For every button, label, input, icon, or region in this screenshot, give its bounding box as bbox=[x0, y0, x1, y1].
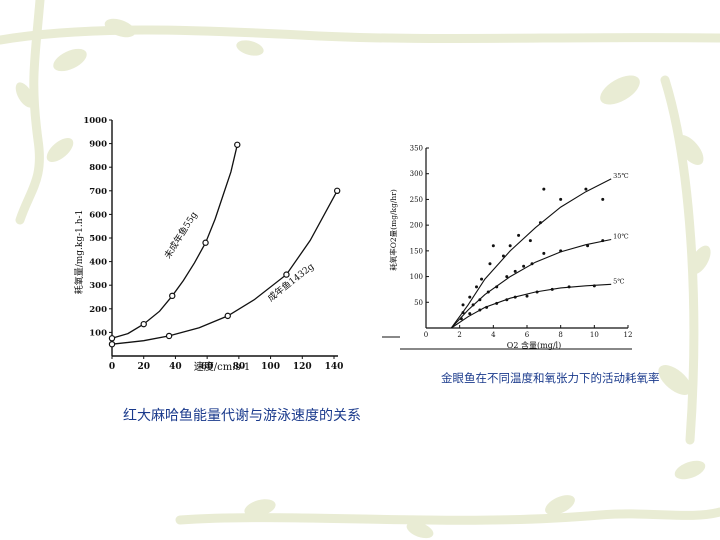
data-point bbox=[224, 312, 231, 320]
y-tick-label: 700 bbox=[89, 187, 107, 197]
series-label: 10℃ bbox=[613, 233, 629, 241]
data-point bbox=[495, 285, 499, 289]
series-label: 5℃ bbox=[613, 277, 624, 285]
data-point bbox=[538, 221, 542, 225]
y-tick-label: 600 bbox=[89, 210, 107, 220]
x-tick-label: 2 bbox=[457, 331, 461, 339]
data-point bbox=[601, 197, 605, 201]
data-point bbox=[559, 197, 563, 201]
data-point bbox=[525, 294, 529, 298]
series-label: 成年鱼1432g bbox=[265, 260, 316, 304]
data-point bbox=[478, 298, 482, 302]
data-point bbox=[108, 340, 116, 348]
data-point bbox=[513, 295, 517, 299]
y-tick-label: 350 bbox=[410, 145, 423, 153]
data-point bbox=[542, 187, 546, 191]
data-point bbox=[333, 187, 341, 195]
series-line bbox=[450, 238, 612, 329]
data-point bbox=[530, 262, 534, 266]
y-tick-label: 400 bbox=[89, 258, 107, 268]
data-point bbox=[475, 285, 478, 289]
x-tick-label: 10 bbox=[590, 331, 599, 339]
data-point bbox=[486, 290, 490, 294]
y-axis-label: 耗氧率O2量(mg/kg/hr) bbox=[388, 189, 398, 271]
y-axis-label: 耗氧量/mg.kg-1.h-1 bbox=[73, 210, 85, 295]
series-label: 未成年鱼55g bbox=[161, 209, 200, 261]
data-point bbox=[461, 311, 465, 315]
x-tick-label: 0 bbox=[424, 331, 428, 339]
chart-left: 耗氧量/mg.kg-1.h-1 速度/cm.s-1 0 20 40 60 80 100 12… bbox=[73, 116, 344, 373]
x-tick-label: 80 bbox=[233, 362, 246, 372]
x-axis-label: 速度/cm.s-1 bbox=[194, 360, 251, 373]
data-point bbox=[535, 290, 539, 294]
x-tick-label: 20 bbox=[137, 362, 150, 372]
data-point bbox=[513, 269, 517, 273]
x-tick-label: 12 bbox=[624, 331, 633, 339]
y-tick-label: 300 bbox=[410, 170, 423, 178]
data-point bbox=[495, 301, 499, 305]
data-point bbox=[140, 320, 147, 328]
data-point bbox=[542, 251, 546, 255]
y-tick-label: 200 bbox=[89, 305, 107, 315]
data-point bbox=[505, 298, 509, 302]
x-tick-label: 0 bbox=[109, 362, 115, 372]
caption-left: 红大麻哈鱼能量代谢与游泳速度的关系 bbox=[123, 408, 361, 424]
data-point bbox=[586, 244, 590, 248]
data-point bbox=[592, 284, 596, 288]
data-point bbox=[459, 317, 463, 321]
data-point bbox=[528, 239, 532, 243]
x-tick-label: 4 bbox=[491, 331, 496, 339]
y-tick-label: 250 bbox=[410, 196, 423, 204]
x-tick-label: 120 bbox=[293, 362, 312, 372]
x-axis-label: O2 含量(mg/l) bbox=[507, 340, 561, 350]
x-tick-label: 8 bbox=[558, 331, 562, 339]
y-tick-label: 50 bbox=[414, 299, 423, 307]
y-tick-label: 150 bbox=[410, 247, 423, 255]
data-point bbox=[461, 303, 465, 307]
y-tick-label: 500 bbox=[89, 234, 107, 244]
data-point bbox=[501, 254, 505, 258]
series-line bbox=[450, 283, 612, 329]
data-point bbox=[202, 239, 209, 246]
data-point bbox=[234, 141, 241, 148]
x-tick-label: 140 bbox=[325, 362, 344, 372]
data-point bbox=[169, 292, 176, 300]
data-point bbox=[468, 312, 472, 316]
data-point bbox=[478, 308, 482, 312]
series-label: 35℃ bbox=[613, 172, 629, 180]
data-point bbox=[491, 244, 495, 248]
data-point bbox=[505, 275, 509, 279]
data-point bbox=[471, 303, 475, 307]
chart-right: 耗氧率O2量(mg/kg/hr) O2 含量(mg/l) 0 2 4 6 8 10 12 50… bbox=[382, 145, 633, 350]
series-line bbox=[450, 178, 612, 329]
data-point bbox=[165, 332, 173, 340]
data-point bbox=[601, 239, 605, 243]
y-tick-label: 200 bbox=[410, 222, 423, 230]
y-tick-label: 100 bbox=[410, 273, 423, 281]
data-point bbox=[488, 262, 492, 266]
data-point bbox=[283, 271, 290, 278]
data-point bbox=[584, 187, 588, 191]
data-point bbox=[480, 277, 484, 281]
data-point bbox=[508, 244, 512, 248]
data-point bbox=[468, 295, 472, 299]
y-tick-label: 100 bbox=[89, 328, 107, 338]
y-tick-label: 300 bbox=[89, 281, 107, 291]
caption-right: 金眼鱼在不同温度和氧张力下的活动耗氧率 bbox=[441, 371, 660, 385]
x-tick-label: 6 bbox=[525, 331, 530, 339]
data-point bbox=[550, 287, 554, 291]
data-point bbox=[108, 335, 116, 342]
data-point bbox=[485, 305, 489, 309]
x-tick-label: 100 bbox=[261, 362, 280, 372]
data-point bbox=[567, 285, 571, 289]
data-point bbox=[522, 264, 526, 268]
y-tick-label: 900 bbox=[89, 140, 107, 150]
x-tick-label: 60 bbox=[201, 362, 214, 372]
data-point bbox=[559, 249, 563, 253]
x-tick-label: 40 bbox=[169, 362, 182, 372]
y-tick-label: 1000 bbox=[83, 116, 107, 126]
y-tick-label: 800 bbox=[89, 163, 107, 173]
data-point bbox=[517, 233, 521, 237]
